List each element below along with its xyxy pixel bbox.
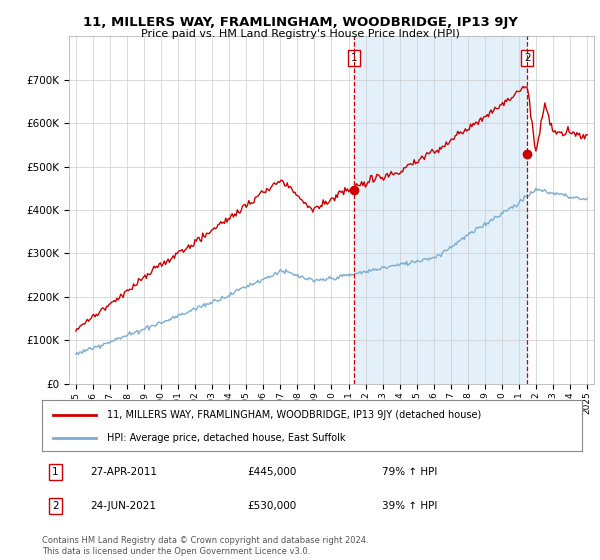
Text: 11, MILLERS WAY, FRAMLINGHAM, WOODBRIDGE, IP13 9JY (detached house): 11, MILLERS WAY, FRAMLINGHAM, WOODBRIDGE… (107, 409, 481, 419)
Text: Contains HM Land Registry data © Crown copyright and database right 2024.
This d: Contains HM Land Registry data © Crown c… (42, 536, 368, 556)
Text: 79% ↑ HPI: 79% ↑ HPI (382, 468, 437, 478)
Text: Price paid vs. HM Land Registry's House Price Index (HPI): Price paid vs. HM Land Registry's House … (140, 29, 460, 39)
Text: 1: 1 (52, 468, 59, 478)
Bar (354, 36, 527, 384)
Text: 24-JUN-2021: 24-JUN-2021 (91, 501, 157, 511)
Text: 11, MILLERS WAY, FRAMLINGHAM, WOODBRIDGE, IP13 9JY: 11, MILLERS WAY, FRAMLINGHAM, WOODBRIDGE… (83, 16, 517, 29)
Text: £530,000: £530,000 (247, 501, 296, 511)
Text: 39% ↑ HPI: 39% ↑ HPI (382, 501, 437, 511)
Text: 1: 1 (350, 53, 358, 63)
Text: HPI: Average price, detached house, East Suffolk: HPI: Average price, detached house, East… (107, 433, 346, 443)
Text: 2: 2 (524, 53, 530, 63)
Text: 2: 2 (52, 501, 59, 511)
Text: £445,000: £445,000 (247, 468, 296, 478)
Text: 27-APR-2011: 27-APR-2011 (91, 468, 158, 478)
